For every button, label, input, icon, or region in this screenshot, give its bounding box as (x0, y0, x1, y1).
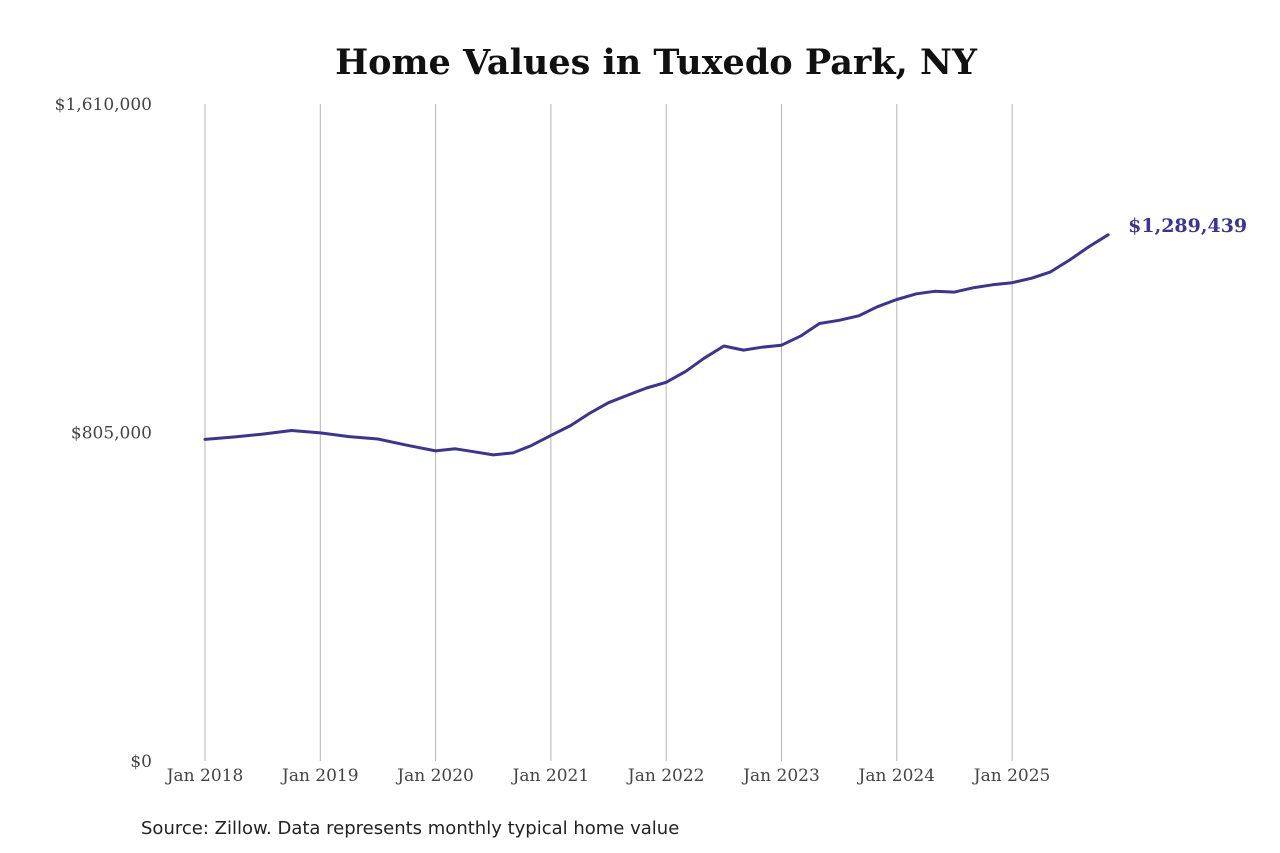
x-tick-label: Jan 2025 (972, 766, 1051, 786)
x-tick-label: Jan 2018 (165, 766, 244, 786)
x-tick-label: Jan 2019 (280, 766, 359, 786)
chart-title: Home Values in Tuxedo Park, NY (335, 42, 978, 83)
x-axis-ticks: Jan 2018 Jan 2019 Jan 2020 Jan 2021 Jan 2022… (165, 766, 1051, 786)
x-tick-label: Jan 2024 (857, 766, 936, 786)
x-tick-label: Jan 2022 (626, 766, 705, 786)
x-tick-label: Jan 2020 (395, 766, 474, 786)
x-tick-label: Jan 2021 (511, 766, 590, 786)
series-line (203, 233, 1110, 457)
y-tick-label: $1,610,000 (55, 95, 152, 115)
series-layer (203, 233, 1110, 457)
y-tick-label: $805,000 (71, 424, 152, 444)
gridlines (204, 104, 1013, 761)
y-tick-label: $0 (130, 752, 152, 772)
y-axis-ticks: $0 $805,000 $1,610,000 (55, 95, 152, 772)
x-tick-label: Jan 2023 (741, 766, 820, 786)
last-value-label: $1,289,439 (1128, 215, 1247, 237)
source-note: Source: Zillow. Data represents monthly … (141, 818, 679, 839)
